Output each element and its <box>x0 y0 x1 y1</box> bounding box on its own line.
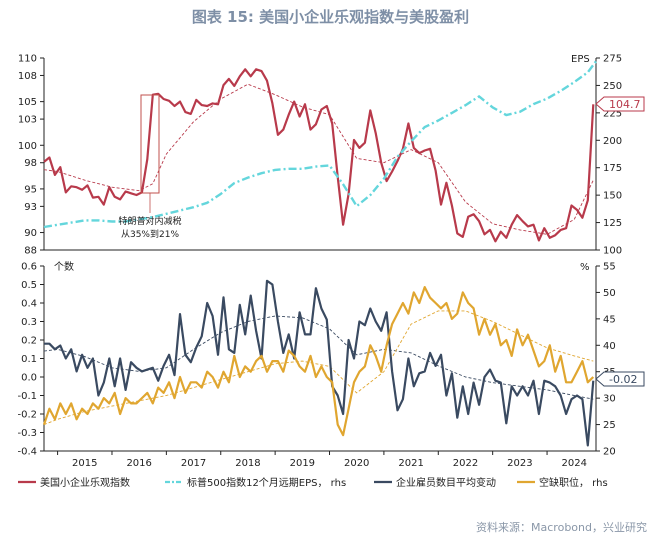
tick-label: 88 <box>24 246 37 257</box>
x-tick-label: 2016 <box>126 458 151 469</box>
series-trend-openings <box>43 310 594 426</box>
top-right-axis-label: EPS <box>571 54 590 65</box>
series-美国小企业乐观指数 <box>43 68 595 243</box>
series-标普500指数12个月远期EPS-rhs <box>43 60 597 229</box>
end-label-top: 104.7 <box>609 98 641 111</box>
tick-label: 0.2 <box>21 336 37 347</box>
x-tick-label: 2024 <box>562 458 587 469</box>
tick-label: 45 <box>603 314 616 325</box>
tick-label: 0.0 <box>21 373 37 384</box>
tick-label: 103 <box>18 115 37 126</box>
top-right-ticks: 275 250 225 200 175 150 125 100 <box>596 54 622 257</box>
legend-label: 美国小企业乐观指数 <box>40 476 130 489</box>
x-tick-label: 2023 <box>507 458 532 469</box>
series-企业雇员数目平均变动 <box>44 279 595 447</box>
end-label-box-top <box>595 96 645 112</box>
end-label-bottom: -0.02 <box>609 373 637 386</box>
series-trend-employment <box>43 315 594 400</box>
legend-label: 标普500指数12个月远期EPS， rhs <box>187 476 346 489</box>
bottom-left-ticks: 0.6 0.5 0.4 0.3 0.2 0.1 0.0 -0.1 -0.2 -0.3 -0.4 <box>17 262 44 458</box>
top-left-ticks: 110 108 105 103 100 98 95 93 90 88 <box>18 54 44 257</box>
tick-label: 200 <box>603 136 622 147</box>
tick-label: 100 <box>18 141 37 152</box>
bottom-left-axis-label: 个数 <box>54 260 74 273</box>
tick-label: 110 <box>18 54 37 65</box>
tick-label: 250 <box>603 81 622 92</box>
top-series <box>43 60 597 243</box>
tick-label: 30 <box>603 394 616 405</box>
tick-label: 0.5 <box>21 280 37 291</box>
tick-label: -0.1 <box>17 391 37 402</box>
tick-label: 225 <box>603 108 622 119</box>
tick-label: 275 <box>603 54 622 65</box>
x-tick-label: 2018 <box>235 458 260 469</box>
tick-label: -0.4 <box>17 447 37 458</box>
tick-label: 0.3 <box>21 317 37 328</box>
series-空缺职位-rhs <box>42 286 595 437</box>
bottom-series <box>42 279 595 447</box>
x-tick-label: 2015 <box>72 458 97 469</box>
annotation-text-line1: 特朗普对内减税 <box>118 215 181 227</box>
tick-label: 20 <box>603 447 616 458</box>
source-note: 资料来源：Macrobond，兴业研究 <box>476 521 647 534</box>
end-label-box-bottom <box>595 371 645 387</box>
tick-label: 125 <box>603 218 622 229</box>
x-tick-label: 2022 <box>453 458 478 469</box>
chart-title: 图表 15: 美国小企业乐观指数与美股盈利 <box>191 8 470 26</box>
x-tick-label: 2017 <box>181 458 206 469</box>
series-trend-small-business <box>43 83 594 235</box>
annotation-text-line2: 从35%到21% <box>121 228 179 240</box>
x-tick-label: 2019 <box>290 458 315 469</box>
tick-label: 0.4 <box>21 299 37 310</box>
tick-label: 175 <box>603 163 622 174</box>
tick-label: -0.2 <box>17 410 37 421</box>
bottom-right-ticks: 5550454035302520 <box>596 262 616 458</box>
tick-label: 93 <box>24 202 37 213</box>
tick-label: 40 <box>603 341 616 352</box>
legend: 美国小企业乐观指数 标普500指数12个月远期EPS， rhs 企业雇员数目平均变动… <box>18 476 608 489</box>
top-panel: 110 108 105 103 100 98 95 93 90 88 275 250 225 200 17… <box>18 54 645 257</box>
tick-label: 105 <box>18 97 37 108</box>
x-tick-label: 2021 <box>398 458 423 469</box>
tick-label: 95 <box>24 184 37 195</box>
x-ticks: 2015 2016 2017 2018 2019 2020 2021 2022 2023 2024 <box>57 451 587 469</box>
tick-label: 55 <box>603 262 616 273</box>
tick-label: -0.3 <box>17 428 37 439</box>
tick-label: 150 <box>603 191 622 202</box>
x-tick-label: 2020 <box>344 458 369 469</box>
bottom-right-axis-label: % <box>580 262 590 273</box>
tick-label: 98 <box>24 158 37 169</box>
tick-label: 0.6 <box>21 262 37 273</box>
tick-label: 100 <box>603 246 622 257</box>
tick-label: 0.1 <box>21 354 37 365</box>
tick-label: 108 <box>18 71 37 82</box>
legend-label: 空缺职位， rhs <box>539 476 608 489</box>
tick-label: 25 <box>603 420 616 431</box>
tick-label: 50 <box>603 288 616 299</box>
legend-label: 企业雇员数目平均变动 <box>396 476 496 489</box>
bottom-panel: 个数 % 0.6 0.5 0.4 0.3 0.2 0.1 0.0 -0.1 -0.2 -0.3 -0… <box>17 260 645 469</box>
tick-label: 90 <box>24 228 37 239</box>
